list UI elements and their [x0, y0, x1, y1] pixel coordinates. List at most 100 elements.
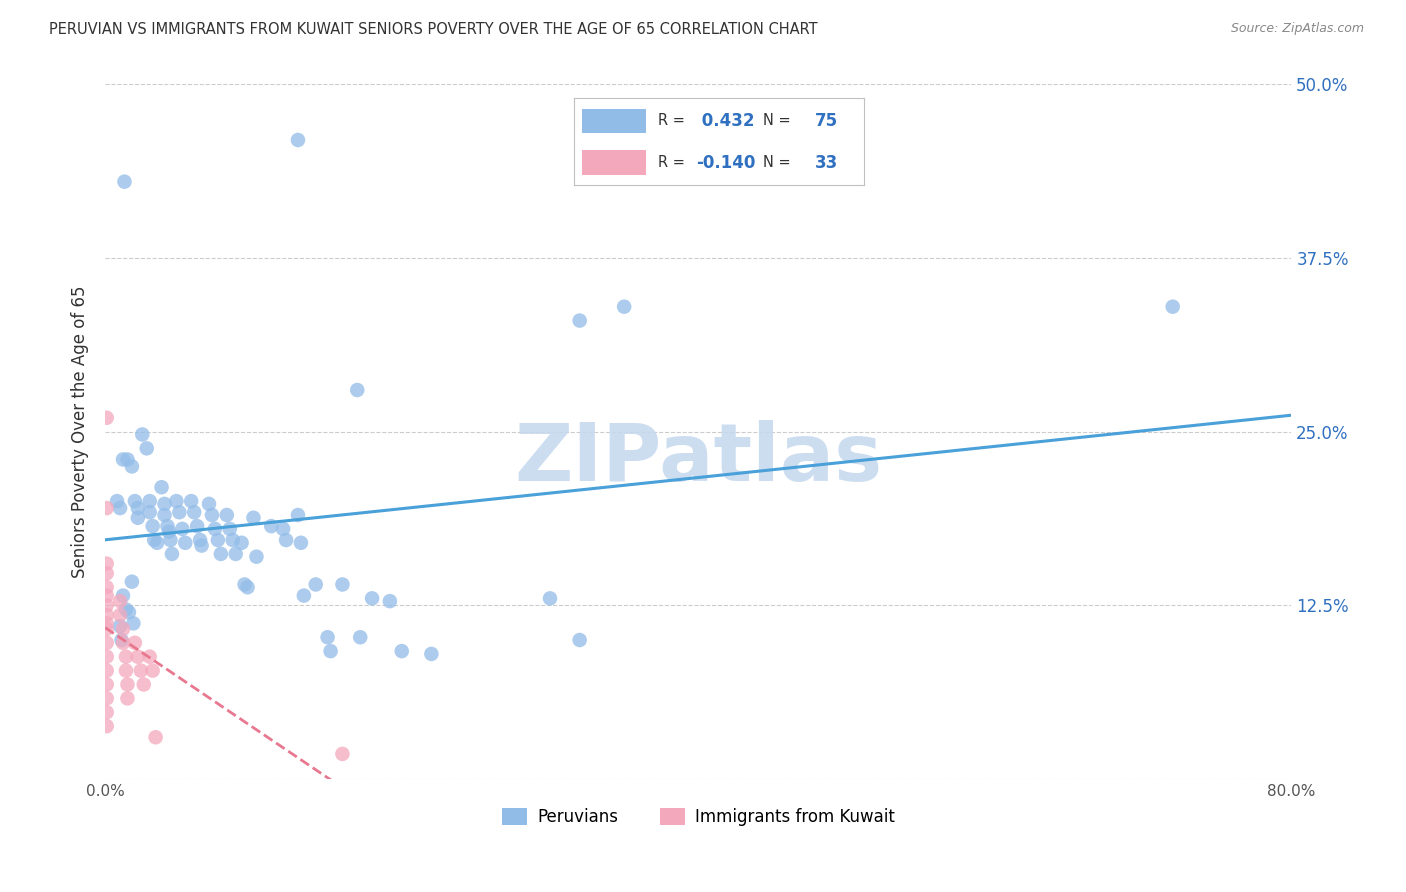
Text: ZIPatlas: ZIPatlas	[515, 420, 883, 499]
Point	[96, 719, 118, 733]
Point	[96, 664, 118, 678]
Point	[391, 644, 413, 658]
Point	[207, 533, 229, 547]
Point	[129, 664, 152, 678]
Point	[332, 577, 354, 591]
Point	[117, 691, 139, 706]
Point	[108, 607, 131, 622]
Point	[96, 677, 118, 691]
Point	[218, 522, 240, 536]
Point	[236, 580, 259, 594]
Point	[121, 459, 143, 474]
Point	[96, 607, 118, 622]
Point	[190, 539, 212, 553]
Point	[131, 427, 153, 442]
Point	[96, 705, 118, 719]
Point	[145, 731, 167, 745]
Point	[115, 649, 138, 664]
Point	[115, 602, 138, 616]
Point	[242, 510, 264, 524]
Point	[124, 494, 146, 508]
Point	[111, 622, 134, 636]
Point	[209, 547, 232, 561]
Point	[111, 636, 134, 650]
Y-axis label: Seniors Poverty Over the Age of 65: Seniors Poverty Over the Age of 65	[72, 285, 89, 578]
Point	[96, 636, 118, 650]
Point	[122, 616, 145, 631]
Point	[127, 501, 149, 516]
Point	[111, 452, 134, 467]
Point	[349, 630, 371, 644]
Point	[169, 505, 191, 519]
Point	[153, 497, 176, 511]
Point	[156, 519, 179, 533]
Point	[110, 633, 132, 648]
Point	[105, 494, 128, 508]
Point	[186, 519, 208, 533]
Text: Source: ZipAtlas.com: Source: ZipAtlas.com	[1230, 22, 1364, 36]
Point	[96, 622, 118, 636]
Point	[188, 533, 211, 547]
Point	[346, 383, 368, 397]
Point	[115, 664, 138, 678]
Point	[231, 536, 253, 550]
Legend: Peruvians, Immigrants from Kuwait: Peruvians, Immigrants from Kuwait	[495, 802, 901, 833]
Point	[160, 547, 183, 561]
Point	[165, 494, 187, 508]
Point	[215, 508, 238, 522]
Point	[1161, 300, 1184, 314]
Point	[117, 452, 139, 467]
Point	[121, 574, 143, 589]
Point	[180, 494, 202, 508]
Point	[96, 599, 118, 613]
Point	[96, 501, 118, 516]
Point	[274, 533, 297, 547]
Point	[271, 522, 294, 536]
Point	[138, 649, 160, 664]
Point	[117, 677, 139, 691]
Point	[316, 630, 339, 644]
Point	[146, 536, 169, 550]
Point	[201, 508, 224, 522]
Point	[108, 594, 131, 608]
Point	[108, 619, 131, 633]
Point	[420, 647, 443, 661]
Point	[172, 522, 194, 536]
Point	[378, 594, 401, 608]
Text: PERUVIAN VS IMMIGRANTS FROM KUWAIT SENIORS POVERTY OVER THE AGE OF 65 CORRELATIO: PERUVIAN VS IMMIGRANTS FROM KUWAIT SENIO…	[49, 22, 818, 37]
Point	[245, 549, 267, 564]
Point	[142, 664, 165, 678]
Point	[150, 480, 173, 494]
Point	[135, 442, 157, 456]
Point	[132, 677, 155, 691]
Point	[183, 505, 205, 519]
Point	[290, 536, 312, 550]
Point	[292, 589, 315, 603]
Point	[127, 510, 149, 524]
Point	[613, 300, 636, 314]
Point	[96, 589, 118, 603]
Point	[124, 636, 146, 650]
Point	[174, 536, 197, 550]
Point	[305, 577, 328, 591]
Point	[287, 133, 309, 147]
Point	[143, 533, 166, 547]
Point	[159, 533, 181, 547]
Point	[568, 313, 591, 327]
Point	[222, 533, 245, 547]
Point	[96, 649, 118, 664]
Point	[332, 747, 354, 761]
Point	[157, 524, 180, 539]
Point	[204, 522, 226, 536]
Point	[319, 644, 342, 658]
Point	[114, 175, 136, 189]
Point	[108, 501, 131, 516]
Point	[287, 508, 309, 522]
Point	[96, 691, 118, 706]
Point	[233, 577, 256, 591]
Point	[138, 494, 160, 508]
Point	[96, 580, 118, 594]
Point	[127, 649, 149, 664]
Point	[568, 633, 591, 648]
Point	[138, 505, 160, 519]
